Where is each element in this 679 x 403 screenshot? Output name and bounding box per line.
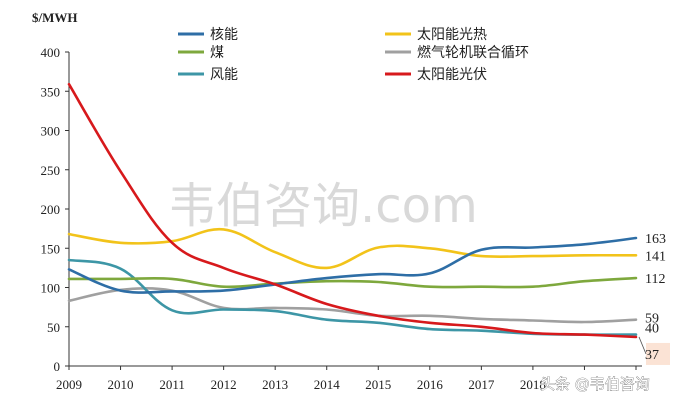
y-tick-label: 150 <box>41 241 61 256</box>
y-tick-label: 100 <box>41 281 61 296</box>
series-line <box>67 258 638 336</box>
y-tick-label: 200 <box>41 202 61 217</box>
series-line <box>67 287 638 324</box>
x-tick-label: 2013 <box>262 377 288 392</box>
end-label-highlight <box>646 342 670 365</box>
x-tick-label: 2016 <box>417 377 444 392</box>
end-label: 59 <box>645 312 659 327</box>
legend-label: 燃气轮机联合循环 <box>417 44 529 61</box>
legend-label: 风能 <box>210 67 238 83</box>
x-tick-label: 2012 <box>211 377 237 392</box>
end-label: 112 <box>645 272 665 287</box>
y-tick-label: 300 <box>41 124 61 139</box>
series-lines <box>67 82 638 339</box>
y-tick-label: 250 <box>41 163 61 178</box>
end-label-leader <box>638 336 647 355</box>
legend-label: 太阳能光伏 <box>417 67 487 83</box>
x-tick-label: 2018 <box>520 377 546 392</box>
end-label: 40 <box>645 322 659 337</box>
x-tick-label: 2010 <box>108 377 134 392</box>
y-axis-unit: $/MWH <box>32 10 78 25</box>
legend-label: 核能 <box>210 27 238 43</box>
series-line <box>67 227 638 270</box>
x-tick-label: 2011 <box>159 377 185 392</box>
series-line <box>67 236 638 294</box>
x-tick-label: 2015 <box>365 377 391 392</box>
axes: 0 50 100 150 200 250 300 350 400 2009 2010 2011 2012… <box>32 10 642 392</box>
y-tick-label: 350 <box>41 84 61 99</box>
legend-label: 煤 <box>210 45 224 61</box>
credit-watermark: 头条 @韦伯咨询 <box>540 375 650 393</box>
x-tick-label: 2014 <box>314 377 341 392</box>
x-tick-label: 2009 <box>56 377 82 392</box>
x-tick-label: 2017 <box>468 377 495 392</box>
y-tick-label: 50 <box>47 320 60 335</box>
watermark: 韦伯咨询.com <box>168 178 478 234</box>
y-tick-label: 400 <box>41 45 61 60</box>
series-line <box>67 276 638 289</box>
end-label: 141 <box>645 249 666 264</box>
series-line <box>67 82 638 339</box>
legend-label: 太阳能光热 <box>417 27 487 43</box>
end-label: 163 <box>645 232 666 247</box>
end-label: 37 <box>645 348 659 363</box>
y-tick-label: 0 <box>54 359 61 374</box>
